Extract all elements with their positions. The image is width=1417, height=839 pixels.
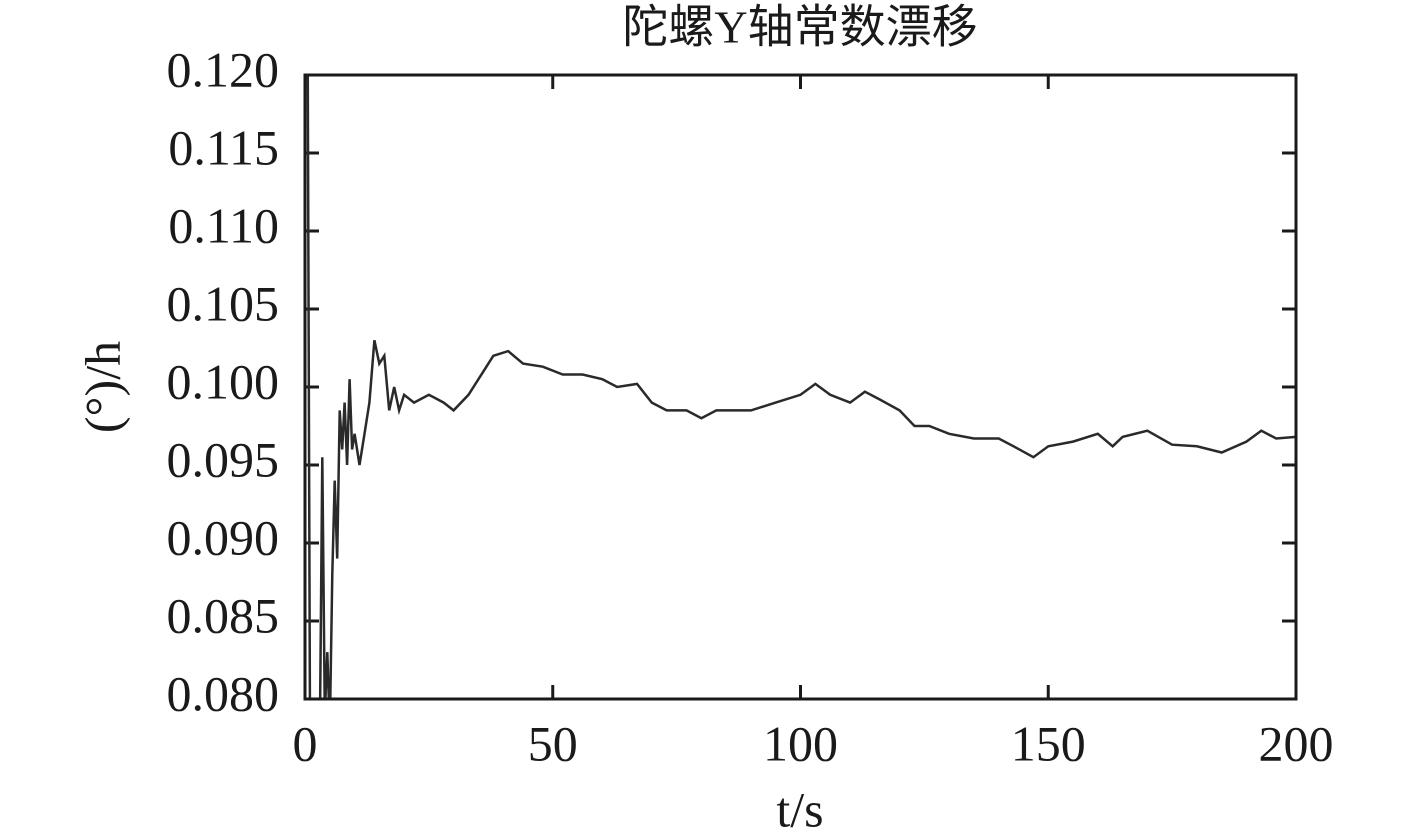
x-tick-label: 200 [1259,715,1334,771]
x-tick-label: 100 [763,715,838,771]
y-tick-label: 0.080 [167,665,280,721]
y-tick-label: 0.115 [168,119,279,175]
y-tick-label: 0.105 [167,275,280,331]
y-tick-label: 0.110 [168,197,279,253]
x-tick-label: 0 [293,715,318,771]
data-line [306,75,1296,699]
chart-title: 陀螺Y轴常数漂移 [622,2,977,53]
y-axis-label: (°)/h [74,341,130,433]
y-tick-label: 0.120 [167,41,280,97]
x-axis-label: t/s [776,781,823,837]
x-tick-label: 50 [528,715,578,771]
y-tick-label: 0.085 [167,587,280,643]
x-tick-label: 150 [1011,715,1086,771]
plot-frame [303,73,1298,701]
y-tick-label: 0.090 [167,509,280,565]
y-tick-label: 0.095 [167,431,280,487]
y-tick-label: 0.100 [167,353,280,409]
